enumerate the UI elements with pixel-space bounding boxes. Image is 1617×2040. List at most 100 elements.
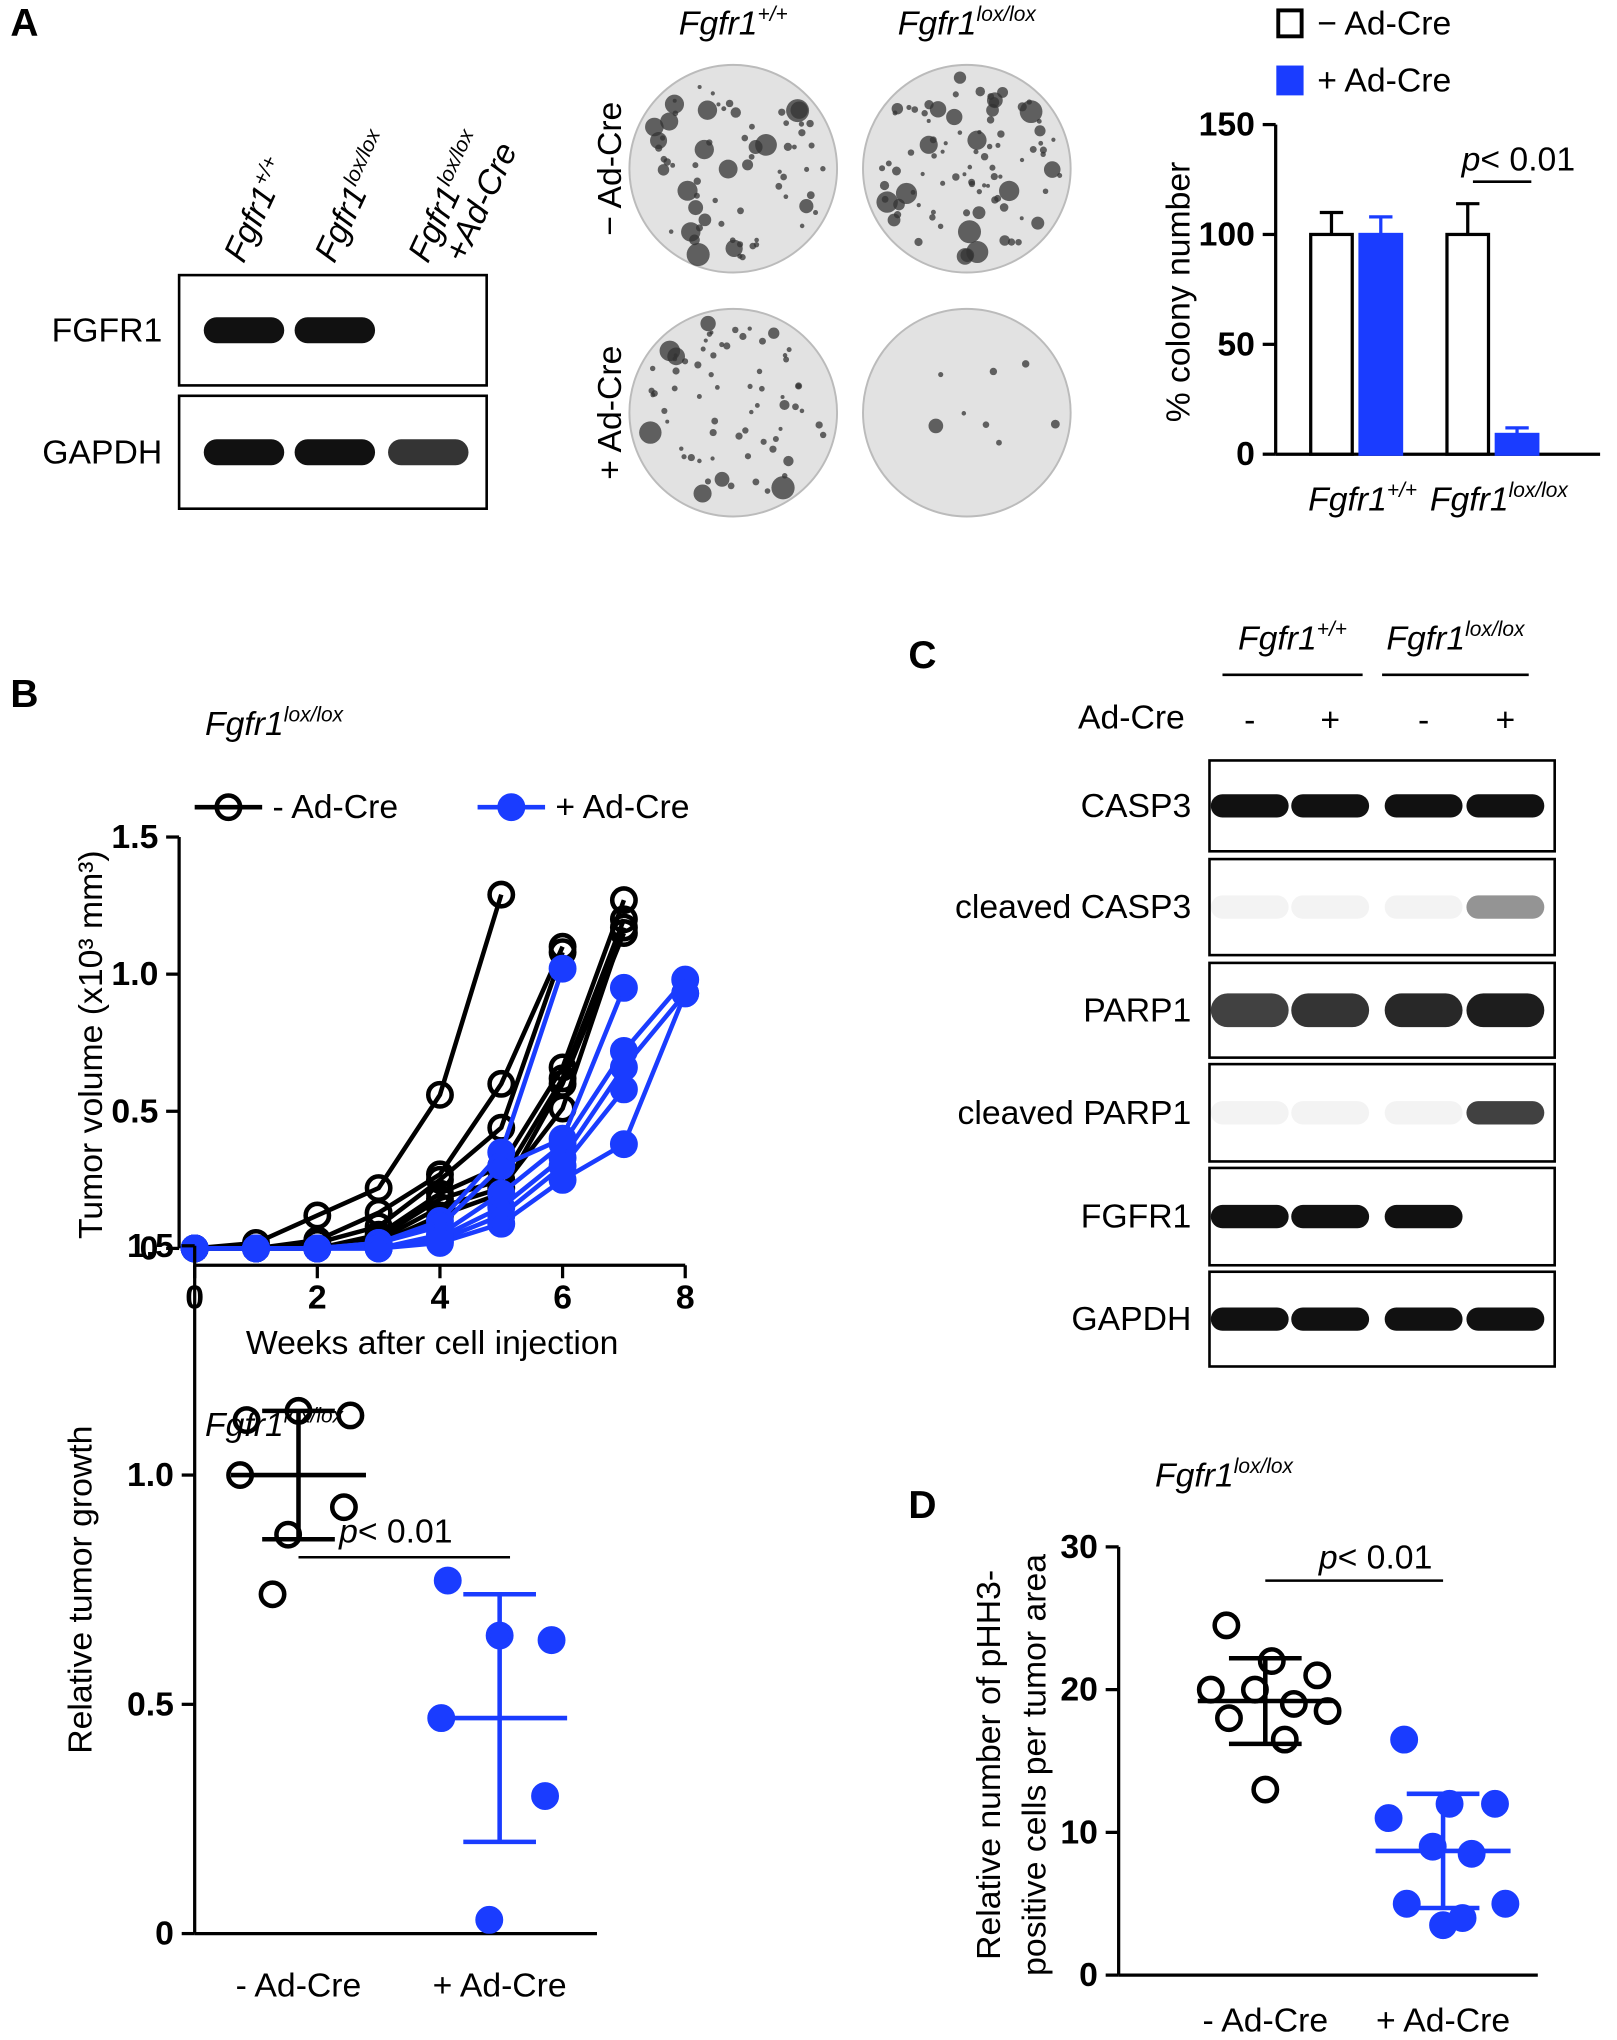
treatment-label: Ad-Cre xyxy=(1078,699,1185,737)
colony xyxy=(686,243,710,267)
colony xyxy=(999,180,1020,202)
plate xyxy=(862,307,1072,518)
colony xyxy=(660,155,668,163)
colony xyxy=(914,237,923,247)
point xyxy=(1251,1775,1280,1804)
chart-title: Fgfr1lox/lox xyxy=(205,703,345,743)
colony xyxy=(696,393,702,399)
treatment-sign: + xyxy=(1320,701,1340,739)
blot-band xyxy=(1384,1101,1463,1125)
panel-label: B xyxy=(10,673,38,716)
point xyxy=(1212,1611,1241,1640)
colony xyxy=(688,200,704,216)
colony xyxy=(986,116,995,124)
plate xyxy=(862,63,1072,274)
colony xyxy=(735,432,743,440)
colony xyxy=(671,385,678,392)
colony xyxy=(742,159,754,171)
colony xyxy=(782,353,788,358)
row-label: − Ad-Cre xyxy=(591,102,629,236)
blot-band xyxy=(1210,895,1289,919)
point xyxy=(609,919,638,947)
colony xyxy=(795,382,803,390)
colony xyxy=(769,445,777,453)
colony xyxy=(704,478,712,485)
colony xyxy=(930,209,936,215)
colony xyxy=(749,409,754,415)
colony xyxy=(649,365,656,372)
colony xyxy=(661,407,668,414)
colony xyxy=(749,123,755,130)
colony xyxy=(712,197,718,204)
colony xyxy=(910,189,916,195)
point xyxy=(609,886,638,915)
colony xyxy=(957,220,982,244)
colony xyxy=(708,371,714,378)
colony xyxy=(1029,145,1037,153)
legend-label: + Ad-Cre xyxy=(1317,61,1451,99)
colony xyxy=(986,143,993,150)
y-axis-label: Tumor volume (x10³ mm³) xyxy=(72,850,110,1239)
colony xyxy=(668,229,674,234)
colony xyxy=(742,427,749,434)
colony xyxy=(754,237,759,243)
colony xyxy=(1007,238,1016,246)
colony xyxy=(759,385,765,392)
colony xyxy=(786,347,792,353)
colony xyxy=(931,153,937,159)
colony xyxy=(711,417,719,425)
colony xyxy=(940,149,945,154)
colony xyxy=(982,183,987,188)
point xyxy=(671,979,700,1008)
y-tick-label: 150 xyxy=(1199,106,1255,144)
colony xyxy=(929,101,947,118)
x-tick-label: + Ad-Cre xyxy=(1376,2002,1510,2040)
colony xyxy=(777,169,782,174)
colony xyxy=(778,108,786,116)
colony xyxy=(804,166,810,172)
point xyxy=(1392,1889,1421,1918)
colony xyxy=(1043,161,1061,178)
colony xyxy=(760,438,767,445)
point xyxy=(258,1580,287,1609)
point xyxy=(1374,1804,1403,1833)
colony xyxy=(778,426,783,431)
colony xyxy=(780,173,787,181)
colony xyxy=(732,326,739,334)
colony xyxy=(697,85,702,90)
colony xyxy=(982,421,990,428)
colony xyxy=(747,383,753,389)
colony xyxy=(698,213,712,227)
colony xyxy=(943,141,948,146)
colony xyxy=(907,149,915,156)
colony xyxy=(710,352,717,359)
point xyxy=(487,880,516,909)
colony xyxy=(783,455,794,467)
colony xyxy=(695,224,703,232)
colony xyxy=(718,220,725,227)
blot-band xyxy=(1466,1307,1545,1331)
colony xyxy=(650,132,668,150)
point xyxy=(1279,1689,1308,1718)
colony xyxy=(879,165,886,172)
colony xyxy=(764,488,771,494)
point xyxy=(232,1406,261,1434)
colony xyxy=(926,118,931,123)
colony xyxy=(744,453,752,460)
colony xyxy=(976,188,982,195)
blot-band xyxy=(388,439,469,466)
colony xyxy=(1026,99,1032,105)
point xyxy=(1215,1704,1243,1733)
colony xyxy=(973,149,979,155)
colony xyxy=(990,172,998,181)
colony xyxy=(681,222,701,242)
colony xyxy=(687,453,695,462)
blot-band xyxy=(1291,1101,1370,1125)
blot-band xyxy=(1291,993,1370,1028)
blot-band xyxy=(294,317,376,344)
colony xyxy=(938,371,944,378)
y-axis-label: Relative number of pHH3- xyxy=(970,1570,1008,1960)
colony xyxy=(806,119,814,128)
blot-band xyxy=(1291,794,1370,818)
x-tick-label: - Ad-Cre xyxy=(236,1966,362,2004)
